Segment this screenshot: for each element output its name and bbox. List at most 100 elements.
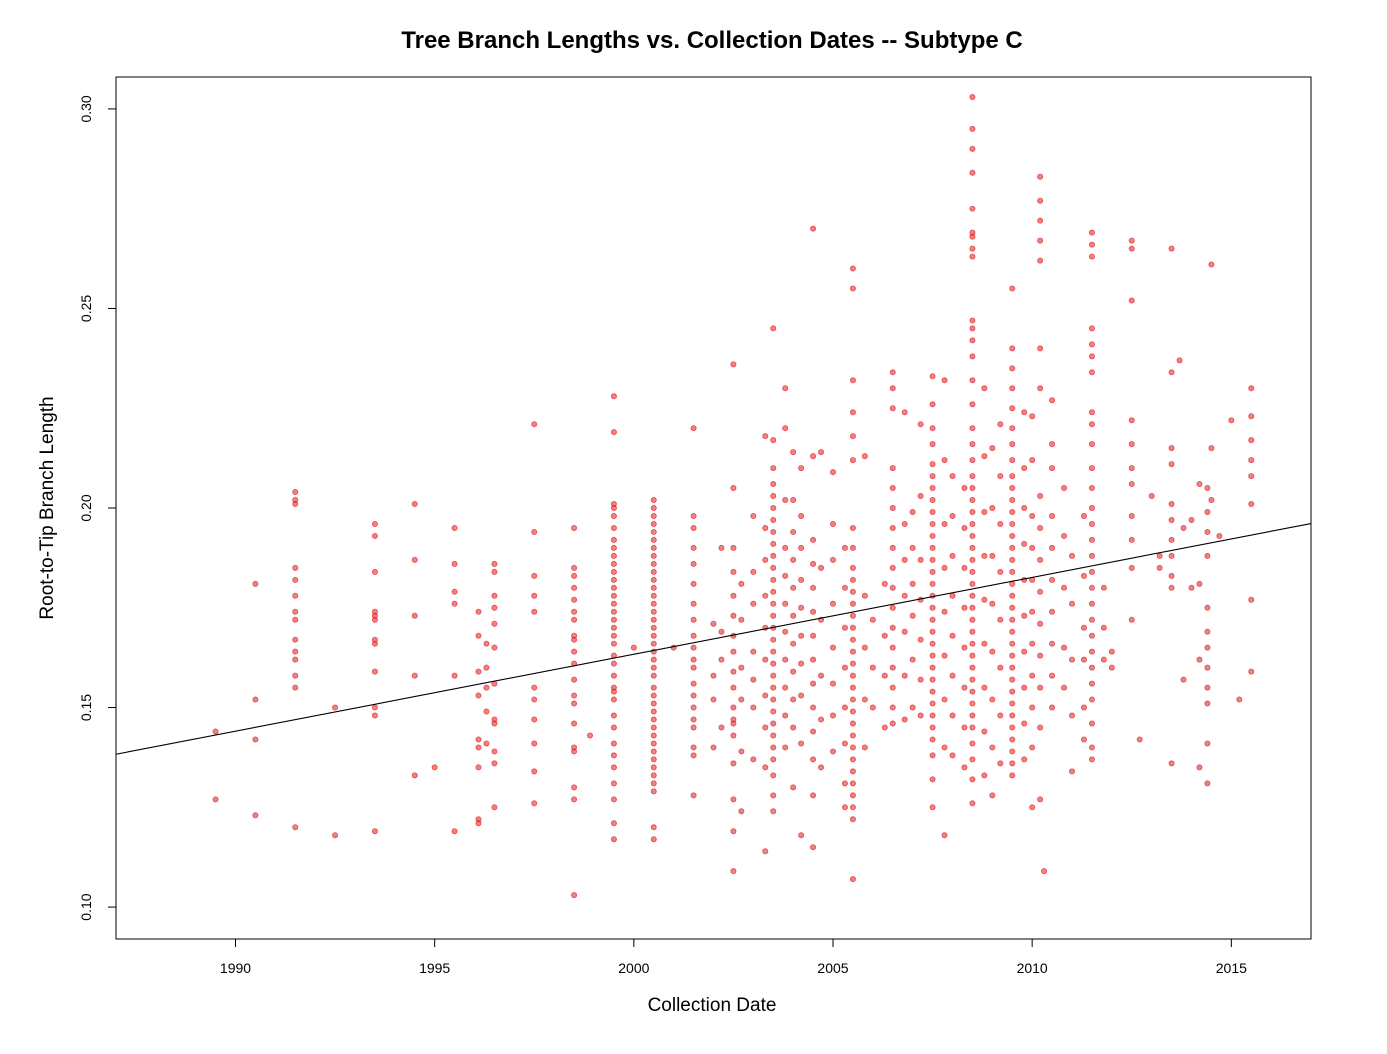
data-point bbox=[650, 592, 657, 599]
data-point bbox=[841, 740, 848, 747]
data-point bbox=[1037, 173, 1044, 180]
data-point bbox=[1009, 285, 1016, 292]
data-point bbox=[869, 704, 876, 711]
points-layer bbox=[212, 93, 1255, 899]
data-point bbox=[1128, 536, 1135, 543]
data-point bbox=[861, 744, 868, 751]
data-point bbox=[650, 724, 657, 731]
data-point bbox=[997, 421, 1004, 428]
data-point bbox=[770, 516, 777, 523]
data-point bbox=[1049, 704, 1056, 711]
data-point bbox=[941, 696, 948, 703]
data-point bbox=[571, 584, 578, 591]
data-point bbox=[1037, 652, 1044, 659]
data-point bbox=[969, 592, 976, 599]
data-point bbox=[292, 608, 299, 615]
data-point bbox=[1080, 704, 1087, 711]
data-point bbox=[1128, 245, 1135, 252]
data-point bbox=[770, 772, 777, 779]
data-point bbox=[929, 473, 936, 480]
data-point bbox=[650, 504, 657, 511]
data-point bbox=[571, 616, 578, 623]
data-point bbox=[889, 465, 896, 472]
x-tick-label: 1990 bbox=[220, 960, 251, 976]
data-point bbox=[730, 648, 737, 655]
data-point bbox=[1088, 648, 1095, 655]
data-point bbox=[830, 600, 837, 607]
data-point bbox=[849, 732, 856, 739]
data-point bbox=[762, 656, 769, 663]
data-point bbox=[650, 708, 657, 715]
data-point bbox=[1037, 724, 1044, 731]
data-point bbox=[718, 544, 725, 551]
data-point bbox=[941, 652, 948, 659]
data-point bbox=[1204, 604, 1211, 611]
data-point bbox=[770, 493, 777, 500]
data-point bbox=[810, 632, 817, 639]
data-point bbox=[531, 740, 538, 747]
data-point bbox=[969, 145, 976, 152]
data-point bbox=[798, 832, 805, 839]
data-point bbox=[969, 628, 976, 635]
x-axis: 1990 1995 2000 2005 2010 2015 bbox=[220, 938, 1247, 976]
data-point bbox=[901, 556, 908, 563]
data-point bbox=[1088, 421, 1095, 428]
data-point bbox=[292, 656, 299, 663]
data-point bbox=[810, 225, 817, 232]
data-point bbox=[730, 668, 737, 675]
data-point bbox=[650, 520, 657, 527]
data-point bbox=[738, 616, 745, 623]
data-point bbox=[292, 489, 299, 496]
data-point bbox=[1196, 481, 1203, 488]
data-point bbox=[690, 600, 697, 607]
data-point bbox=[901, 520, 908, 527]
data-point bbox=[1049, 512, 1056, 519]
data-point bbox=[929, 441, 936, 448]
data-point bbox=[292, 648, 299, 655]
data-point bbox=[929, 652, 936, 659]
data-point bbox=[929, 724, 936, 731]
data-point bbox=[371, 668, 378, 675]
data-point bbox=[491, 748, 498, 755]
data-point bbox=[1088, 253, 1095, 260]
data-point bbox=[949, 712, 956, 719]
data-point bbox=[475, 668, 482, 675]
data-point bbox=[1009, 592, 1016, 599]
data-point bbox=[650, 772, 657, 779]
data-point bbox=[929, 373, 936, 380]
data-point bbox=[849, 524, 856, 531]
y-tick-label: 0.15 bbox=[78, 694, 94, 721]
data-point bbox=[1049, 576, 1056, 583]
data-point bbox=[610, 560, 617, 567]
data-point bbox=[571, 648, 578, 655]
data-point bbox=[1156, 552, 1163, 559]
data-point bbox=[750, 648, 757, 655]
data-point bbox=[849, 660, 856, 667]
data-point bbox=[981, 552, 988, 559]
data-point bbox=[610, 544, 617, 551]
data-point bbox=[1088, 552, 1095, 559]
data-point bbox=[949, 552, 956, 559]
data-point bbox=[1236, 696, 1243, 703]
data-point bbox=[1168, 536, 1175, 543]
data-point bbox=[1080, 624, 1087, 631]
data-point bbox=[690, 544, 697, 551]
data-point bbox=[750, 676, 757, 683]
data-point bbox=[1204, 552, 1211, 559]
data-point bbox=[1009, 748, 1016, 755]
data-point bbox=[483, 740, 490, 747]
data-point bbox=[849, 648, 856, 655]
data-point bbox=[531, 572, 538, 579]
data-point bbox=[909, 544, 916, 551]
data-point bbox=[411, 501, 418, 508]
data-point bbox=[849, 265, 856, 272]
data-point bbox=[981, 508, 988, 515]
data-point bbox=[1088, 241, 1095, 248]
data-point bbox=[770, 808, 777, 815]
data-point bbox=[650, 836, 657, 843]
data-point bbox=[1009, 736, 1016, 743]
data-point bbox=[1037, 345, 1044, 352]
data-point bbox=[1080, 572, 1087, 579]
data-point bbox=[969, 544, 976, 551]
data-point bbox=[810, 792, 817, 799]
